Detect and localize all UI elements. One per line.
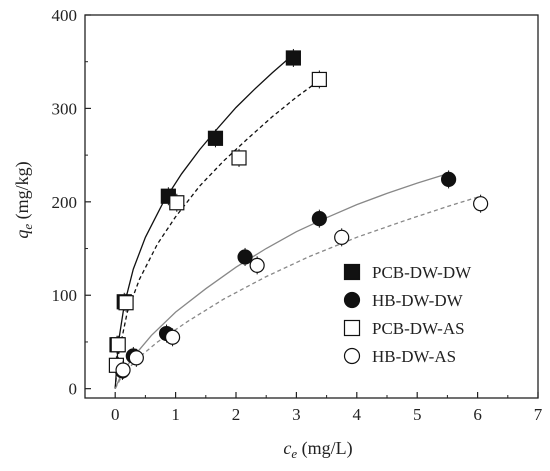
y-tick-label: 0 [69, 380, 78, 399]
x-axis-title: ce (mg/L) [283, 438, 352, 461]
data-point [311, 211, 327, 227]
data-point [169, 195, 185, 211]
legend-label: HB-DW-DW [372, 291, 464, 310]
data-point [473, 196, 489, 212]
x-tick-label: 2 [232, 405, 241, 424]
x-tick-label: 3 [292, 405, 301, 424]
x-tick-label: 1 [171, 405, 180, 424]
data-point [343, 263, 361, 281]
data-point [441, 171, 457, 188]
x-tick-label: 7 [534, 405, 543, 424]
data-points [108, 48, 489, 380]
series-points [108, 70, 327, 375]
x-tick-label: 0 [111, 405, 120, 424]
data-point [118, 295, 134, 311]
data-point [164, 329, 181, 345]
data-point [249, 257, 265, 273]
y-tick-label: 400 [52, 6, 78, 25]
legend-label: HB-DW-AS [372, 347, 456, 366]
series-points [109, 48, 301, 354]
fit-curve [114, 78, 321, 389]
plot-frame [84, 14, 539, 399]
data-point [343, 291, 361, 309]
y-axis-title: qe (mg/kg) [12, 161, 35, 238]
legend-label: PCB-DW-DW [372, 263, 472, 282]
x-tick-label: 6 [473, 405, 482, 424]
fit-curve [114, 51, 297, 389]
data-point [231, 150, 247, 166]
data-point [110, 337, 126, 353]
data-point [128, 350, 144, 366]
data-point [237, 249, 253, 265]
legend-label: PCB-DW-AS [372, 319, 465, 338]
y-tick-label: 300 [52, 99, 78, 118]
data-point [207, 130, 224, 146]
data-point [334, 229, 350, 245]
data-point [343, 319, 361, 337]
data-point [343, 347, 361, 365]
axes: 0 1 2 3 4 5 6 7 0 100 200 300 400 [52, 6, 543, 424]
y-tick-label: 100 [52, 286, 78, 305]
y-tick-label: 200 [52, 193, 78, 212]
data-point [285, 50, 301, 66]
x-tick-label: 5 [413, 405, 422, 424]
x-tick-label: 4 [353, 405, 362, 424]
data-point [311, 71, 327, 88]
series-points [115, 194, 489, 379]
legend: PCB-DW-DW HB-DW-DW PCB-DW-AS HB-DW-AS [343, 263, 472, 366]
data-point [115, 362, 131, 378]
